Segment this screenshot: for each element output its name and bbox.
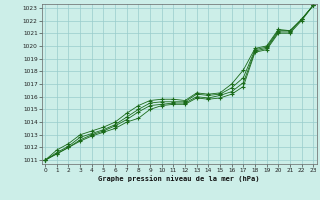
X-axis label: Graphe pression niveau de la mer (hPa): Graphe pression niveau de la mer (hPa) <box>99 175 260 182</box>
